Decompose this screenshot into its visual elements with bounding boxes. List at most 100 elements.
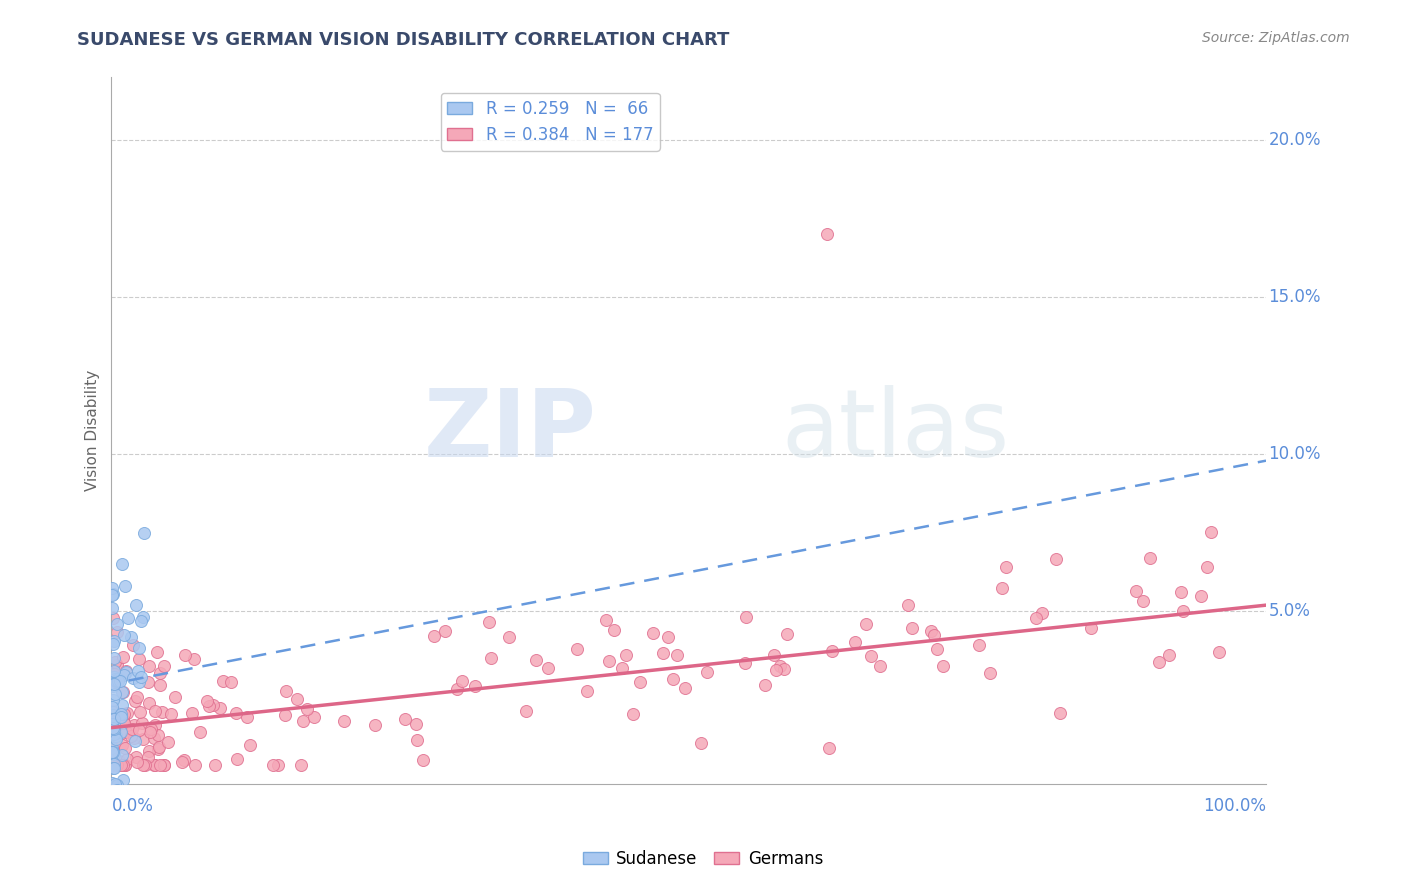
Point [114,741,136,756]
Point [614,648,637,662]
Point [103,717,125,731]
Point [103,723,125,737]
Point [121,722,143,736]
Point [266,758,288,772]
Point [103,745,125,759]
Point [855,616,877,631]
Y-axis label: Vision Disability: Vision Disability [86,370,100,491]
Point [111,748,134,763]
Point [104,687,127,701]
Point [131,716,153,731]
Text: 0.0%: 0.0% [111,797,153,815]
Point [446,681,468,696]
Point [1132,594,1154,608]
Point [967,638,990,652]
Text: 100.0%: 100.0% [1204,797,1265,815]
Point [101,637,124,651]
Point [105,617,128,632]
Point [1139,551,1161,566]
Point [122,731,145,745]
Point [127,664,149,678]
Text: atlas: atlas [782,384,1010,477]
Point [515,704,537,718]
Point [762,648,785,663]
Point [114,758,136,772]
Point [111,738,134,752]
Point [105,731,128,746]
Point [152,758,174,772]
Point [595,613,617,627]
Point [134,758,156,772]
Point [101,699,124,714]
Point [1080,621,1102,635]
Point [1049,706,1071,721]
Point [239,738,262,752]
Point [869,658,891,673]
Point [1197,560,1219,574]
Point [844,635,866,649]
Point [101,693,124,707]
Point [734,656,756,670]
Point [673,681,696,695]
Point [103,664,125,678]
Point [1189,590,1212,604]
Point [1199,525,1222,540]
Point [754,677,776,691]
Point [101,717,124,731]
Point [1157,648,1180,662]
Point [112,772,135,787]
Point [110,758,132,772]
Point [236,710,259,724]
Point [160,707,183,722]
Point [146,645,169,659]
Point [103,677,125,691]
Point [110,714,132,728]
Point [112,668,135,682]
Point [262,758,284,772]
Point [146,728,169,742]
Point [332,714,354,728]
Point [932,658,955,673]
Point [657,631,679,645]
Point [920,624,942,638]
Point [111,650,134,665]
Point [115,725,138,739]
Point [1125,584,1147,599]
Point [103,650,125,665]
Point [143,704,166,718]
Point [107,716,129,731]
Point [776,627,799,641]
Point [114,665,136,679]
Point [114,758,136,772]
Legend: Sudanese, Germans: Sudanese, Germans [576,844,830,875]
Point [127,690,149,704]
Point [818,741,841,756]
Point [105,657,128,672]
Point [364,718,387,732]
Point [143,758,166,772]
Point [173,753,195,767]
Point [108,674,131,689]
Point [101,679,124,693]
Point [103,670,125,684]
Point [662,673,685,687]
Point [103,704,125,718]
Point [103,747,125,761]
Point [110,724,132,739]
Point [183,758,205,772]
Text: Source: ZipAtlas.com: Source: ZipAtlas.com [1202,31,1350,45]
Point [110,710,132,724]
Point [101,708,124,723]
Point [211,673,233,688]
Point [995,560,1018,574]
Point [132,758,155,772]
Point [105,783,128,797]
Point [112,685,135,699]
Point [304,710,326,724]
Point [565,642,588,657]
Point [183,652,205,666]
Point [821,644,844,658]
Point [101,705,124,719]
Point [1045,551,1067,566]
Point [103,761,125,775]
